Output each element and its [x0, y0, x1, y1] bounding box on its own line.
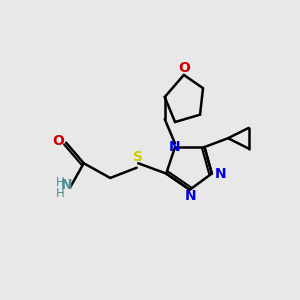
Text: N: N [214, 167, 226, 181]
Text: O: O [52, 134, 64, 148]
Text: N: N [184, 189, 196, 203]
Text: N: N [61, 178, 73, 192]
Text: H: H [56, 187, 64, 200]
Text: H: H [56, 176, 64, 189]
Text: O: O [178, 61, 190, 75]
Text: N: N [169, 140, 180, 154]
Text: S: S [133, 150, 142, 164]
